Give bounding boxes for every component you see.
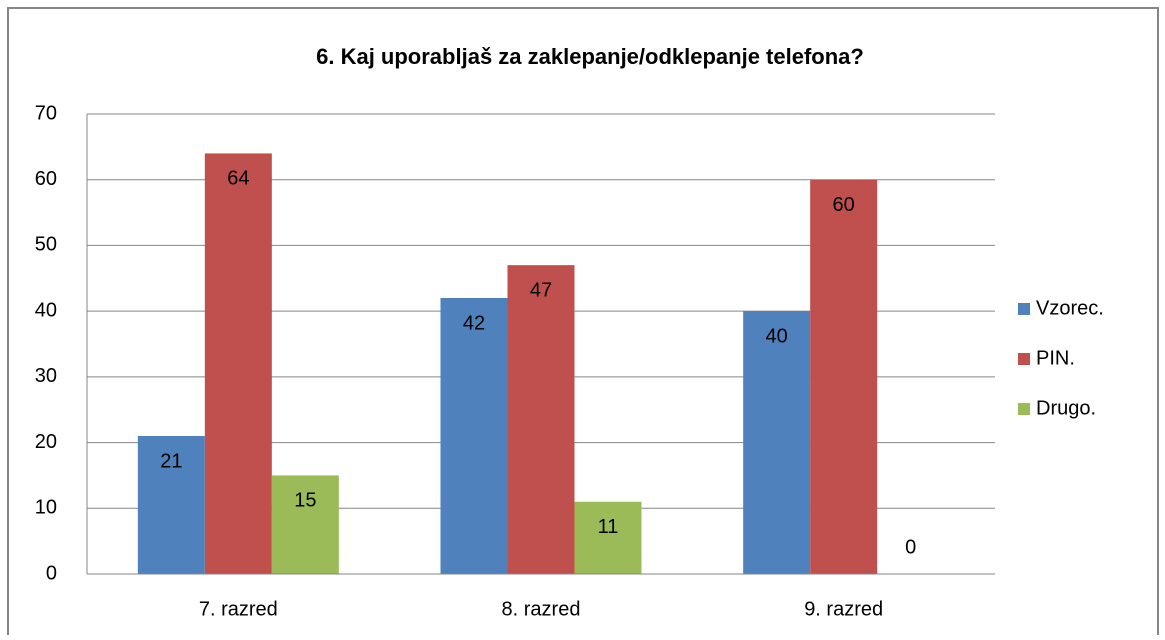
y-tick-label: 50 — [35, 234, 57, 256]
y-tick-label: 10 — [35, 497, 57, 519]
legend-swatch — [1018, 403, 1030, 415]
legend-swatch — [1018, 353, 1030, 365]
y-tick-label: 40 — [35, 299, 57, 321]
legend-swatch — [1018, 303, 1030, 315]
data-label: 64 — [227, 168, 249, 190]
y-tick-label: 0 — [46, 562, 57, 584]
bar — [507, 265, 575, 574]
data-label: 60 — [833, 194, 855, 216]
y-tick-label: 60 — [35, 168, 57, 190]
legend-label: PIN. — [1036, 347, 1075, 369]
data-label: 42 — [463, 312, 485, 334]
chart-title: 6. Kaj uporabljaš za zaklepanje/odklepan… — [316, 44, 864, 69]
x-tick-label: 8. razred — [502, 598, 581, 620]
data-label: 11 — [598, 516, 619, 538]
data-label: 0 — [905, 536, 916, 558]
bar — [574, 501, 642, 574]
y-tick-label: 20 — [35, 431, 57, 453]
bar — [271, 475, 339, 574]
x-tick-label: 9. razred — [804, 598, 883, 620]
data-label: 40 — [766, 325, 788, 347]
bar — [204, 153, 272, 574]
data-label: 15 — [294, 490, 316, 512]
bar — [743, 311, 811, 574]
bar — [810, 179, 878, 574]
data-label: 47 — [530, 279, 552, 301]
legend-label: Drugo. — [1036, 397, 1096, 419]
legend-label: Vzorec. — [1036, 297, 1104, 319]
data-label: 21 — [160, 450, 182, 472]
bar — [137, 436, 205, 574]
bar — [440, 298, 508, 574]
y-tick-label: 70 — [35, 102, 57, 124]
x-tick-label: 7. razred — [199, 598, 278, 620]
y-tick-label: 30 — [35, 365, 57, 387]
